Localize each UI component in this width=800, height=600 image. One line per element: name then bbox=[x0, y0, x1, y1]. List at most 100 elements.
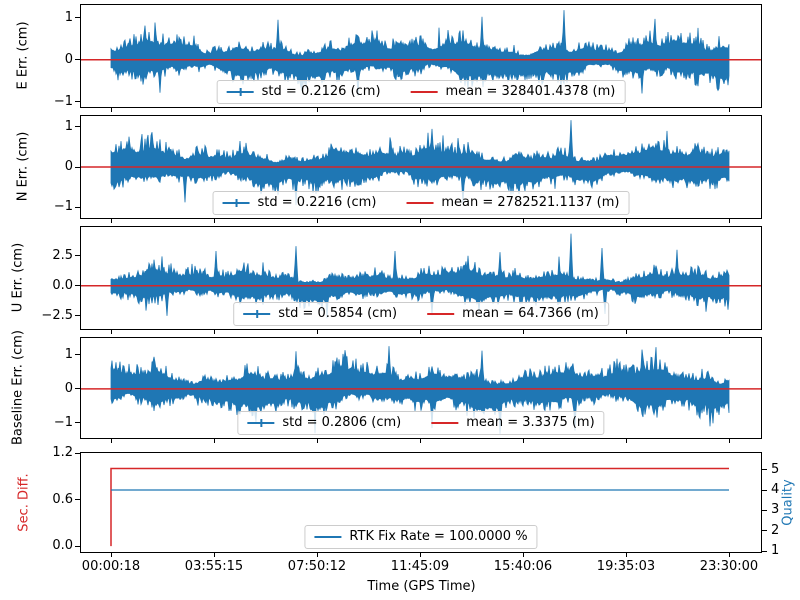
e-err-ytick bbox=[75, 101, 80, 103]
quality-xtick bbox=[522, 553, 524, 557]
quality-left-ytick bbox=[75, 499, 80, 501]
subplot-baseline-err: 1 0 −1 Baseline Err. (cm) std = 0.2806 (cm) m… bbox=[11, 330, 762, 445]
n-err-ytick-label: −1 bbox=[53, 199, 73, 215]
n-err-ytick-label: 0 bbox=[64, 159, 73, 174]
u-err-ytick-label: 0.0 bbox=[52, 277, 73, 293]
baseline-err-xtick bbox=[110, 439, 112, 443]
blue-line-sample-icon bbox=[226, 85, 254, 98]
e-err-plot-area bbox=[81, 10, 761, 96]
u-err-ytick bbox=[75, 315, 80, 317]
quality-right-ytick bbox=[762, 530, 767, 532]
red-line-sample-icon bbox=[410, 85, 438, 98]
sec-diff-ytick-label: 0.0 bbox=[52, 538, 73, 554]
subplot-n-err: 1 0 −1 N Err. (cm) std = 0.2216 (cm) mean = 2… bbox=[16, 115, 762, 223]
xtick-label: 11:45:09 bbox=[390, 559, 450, 574]
blue-line-sample-icon bbox=[243, 307, 271, 320]
u-err-ytick-label: −2.5 bbox=[41, 307, 73, 323]
quality-legend-label-0: RTK Fix Rate = 100.0000 % bbox=[349, 529, 528, 544]
quality-xtick bbox=[110, 553, 112, 557]
u-err-noise-series bbox=[110, 233, 730, 319]
e-err-xtick bbox=[110, 108, 112, 112]
quality-legend-entry: RTK Fix Rate = 100.0000 % bbox=[314, 528, 528, 545]
subplot-quality: 0.0 0.6 1.2 1 2 3 4 5 Sec. Diff. Quality 00:00:18 0… bbox=[17, 445, 796, 574]
baseline-err-ytick-label: −1 bbox=[53, 414, 73, 430]
xtick-label: 19:35:03 bbox=[596, 559, 656, 574]
baseline-err-xtick bbox=[522, 439, 524, 443]
u-err-ytick bbox=[75, 255, 80, 257]
xtick-label: 07:50:12 bbox=[287, 559, 347, 574]
e-err-ytick-label: 0 bbox=[64, 51, 73, 67]
baseline-err-ytick bbox=[75, 422, 80, 424]
u-err-legend-entry: std = 0.5854 (cm) bbox=[243, 305, 397, 322]
baseline-err-xtick bbox=[728, 439, 730, 443]
sec-diff-ytick-label: 1.2 bbox=[52, 445, 73, 460]
u-err-ytick-label: 2.5 bbox=[52, 247, 73, 263]
e-err-legend: std = 0.2126 (cm) mean = 328401.4378 (m) bbox=[216, 80, 626, 104]
n-err-legend-entry: std = 0.2216 (cm) bbox=[222, 194, 376, 211]
u-err-plot-area bbox=[81, 233, 761, 319]
u-err-xtick bbox=[522, 330, 524, 334]
baseline-err-ytick bbox=[75, 354, 80, 356]
quality-left-ytick bbox=[75, 452, 80, 454]
quality-xtick bbox=[316, 553, 318, 557]
baseline-err-xtick bbox=[419, 439, 421, 443]
sec-diff-step-line bbox=[110, 467, 729, 547]
u-err-xtick bbox=[728, 330, 730, 334]
quality-ytick-label: 2 bbox=[771, 522, 780, 538]
baseline-err-xtick bbox=[316, 439, 318, 443]
n-err-legend: std = 0.2216 (cm) mean = 2782521.1137 (m) bbox=[212, 191, 630, 215]
u-err-xtick bbox=[110, 330, 112, 334]
n-err-xtick bbox=[110, 219, 112, 223]
n-err-legend-entry: mean = 2782521.1137 (m) bbox=[406, 194, 619, 211]
e-err-xtick bbox=[316, 108, 318, 112]
e-err-ytick-label: −1 bbox=[53, 93, 73, 109]
u-err-xtick bbox=[419, 330, 421, 334]
baseline-err-xtick bbox=[625, 439, 627, 443]
e-err-legend-label-0: std = 0.2126 (cm) bbox=[261, 84, 381, 99]
e-err-legend-label-1: mean = 328401.4378 (m) bbox=[445, 84, 616, 99]
e-err-xtick bbox=[625, 108, 627, 112]
quality-axis-label: Quality bbox=[780, 478, 796, 526]
quality-ytick-label: 3 bbox=[771, 502, 780, 518]
e-err-xtick bbox=[522, 108, 524, 112]
baseline-err-legend: std = 0.2806 (cm) mean = 3.3375 (m) bbox=[237, 411, 605, 435]
baseline-err-legend-entry: std = 0.2806 (cm) bbox=[247, 414, 401, 431]
u-err-ytick bbox=[75, 285, 80, 287]
blue-line-sample-icon bbox=[222, 196, 250, 209]
n-err-xtick bbox=[625, 219, 627, 223]
sec-diff-ytick-label: 0.6 bbox=[52, 491, 73, 507]
subplot-u-err: 2.5 0.0 −2.5 U Err. (cm) std = 0.5854 (cm) me… bbox=[11, 226, 762, 334]
baseline-err-ytick bbox=[75, 388, 80, 390]
n-err-xtick bbox=[728, 219, 730, 223]
e-err-ytick bbox=[75, 59, 80, 61]
red-line-sample-icon bbox=[431, 416, 459, 429]
baseline-err-ytick-label: 1 bbox=[64, 346, 73, 362]
xtick-label: 03:55:15 bbox=[184, 559, 244, 574]
n-err-noise-series bbox=[110, 120, 730, 206]
errorbar-cap-icon bbox=[239, 88, 242, 96]
n-err-xtick bbox=[316, 219, 318, 223]
baseline-err-legend-label-0: std = 0.2806 (cm) bbox=[282, 415, 402, 430]
e-err-legend-entry: std = 0.2126 (cm) bbox=[226, 83, 381, 100]
red-line-sample-icon bbox=[427, 307, 455, 320]
baseline-err-legend-label-1: mean = 3.3375 (m) bbox=[466, 415, 595, 430]
n-err-legend-label-1: mean = 2782521.1137 (m) bbox=[441, 195, 620, 210]
baseline-err-xtick bbox=[213, 439, 215, 443]
u-err-legend: std = 0.5854 (cm) mean = 64.7366 (m) bbox=[233, 302, 609, 326]
quality-xtick bbox=[213, 553, 215, 557]
n-err-ytick bbox=[75, 166, 80, 168]
n-err-ytick bbox=[75, 206, 80, 208]
quality-xtick bbox=[728, 553, 730, 557]
u-err-legend-label-1: mean = 64.7366 (m) bbox=[462, 306, 599, 321]
e-err-noise-series bbox=[110, 10, 730, 96]
u-err-legend-label-0: std = 0.5854 (cm) bbox=[278, 306, 398, 321]
quality-ytick-label: 1 bbox=[771, 543, 780, 559]
n-err-ytick bbox=[75, 126, 80, 128]
quality-right-ytick bbox=[762, 550, 767, 552]
blue-line-sample-icon bbox=[247, 416, 275, 429]
subplot-e-err: 1 0 −1 E Err. (cm) std = 0.2126 (cm) mean = 3… bbox=[16, 4, 762, 112]
quality-right-ytick bbox=[762, 469, 767, 471]
n-err-xtick bbox=[522, 219, 524, 223]
blue-line-sample-icon bbox=[314, 530, 342, 543]
